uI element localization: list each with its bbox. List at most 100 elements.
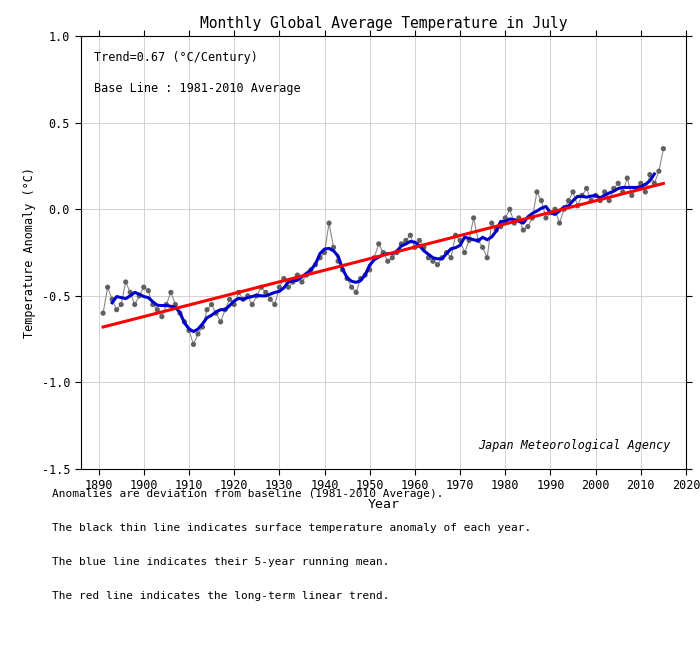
Point [242, 291, 253, 301]
Point [197, 322, 208, 333]
Point [626, 190, 638, 201]
Point [454, 236, 466, 246]
Point [594, 195, 606, 206]
Point [211, 308, 222, 318]
Point [459, 247, 470, 258]
Point [622, 173, 633, 183]
Point [649, 178, 660, 188]
Text: Base Line : 1981-2010 Average: Base Line : 1981-2010 Average [94, 81, 300, 94]
Point [129, 299, 140, 310]
Point [373, 239, 384, 249]
Point [220, 304, 231, 315]
Point [428, 256, 439, 266]
Point [305, 264, 316, 275]
Point [102, 282, 113, 293]
Point [473, 236, 484, 246]
Point [355, 274, 366, 284]
Point [608, 183, 620, 194]
Point [237, 294, 248, 304]
Point [138, 282, 149, 293]
Title: Monthly Global Average Temperature in July: Monthly Global Average Temperature in Ju… [199, 16, 567, 31]
Point [477, 242, 489, 253]
Point [152, 304, 163, 315]
Point [640, 187, 651, 197]
Point [106, 294, 118, 304]
Point [531, 187, 542, 197]
Point [134, 291, 145, 301]
Point [206, 299, 217, 310]
Point [395, 239, 407, 249]
Point [522, 221, 533, 232]
Point [260, 287, 272, 298]
Point [342, 274, 353, 284]
Point [658, 144, 669, 154]
Point [143, 285, 154, 296]
Point [125, 287, 136, 298]
Point [509, 218, 520, 228]
Point [278, 274, 289, 284]
Point [495, 221, 506, 232]
Point [400, 236, 412, 246]
Point [581, 183, 592, 194]
Point [445, 253, 456, 263]
Text: Trend=0.67 (°C/Century): Trend=0.67 (°C/Century) [94, 51, 258, 64]
Point [590, 190, 601, 201]
Point [612, 178, 624, 188]
Point [432, 259, 443, 270]
Point [364, 264, 375, 275]
Point [178, 317, 190, 327]
Point [323, 218, 335, 228]
Point [296, 277, 307, 287]
Point [202, 304, 213, 315]
Point [468, 213, 480, 223]
Point [228, 299, 239, 310]
Point [283, 282, 294, 293]
Point [644, 169, 655, 180]
Point [563, 195, 574, 206]
Point [224, 294, 235, 304]
Point [165, 287, 176, 298]
Point [568, 187, 579, 197]
Point [215, 317, 226, 327]
Text: The red line indicates the long-term linear trend.: The red line indicates the long-term lin… [52, 591, 390, 601]
Point [527, 213, 538, 223]
Point [332, 256, 344, 266]
Point [500, 213, 511, 223]
Point [287, 277, 298, 287]
Point [256, 282, 267, 293]
Point [233, 287, 244, 298]
Point [111, 304, 122, 315]
Point [314, 253, 326, 263]
X-axis label: Year: Year [368, 498, 399, 511]
Point [635, 178, 646, 188]
Point [436, 253, 447, 263]
Point [545, 207, 556, 218]
Point [188, 339, 199, 350]
Point [246, 299, 258, 310]
Point [419, 242, 430, 253]
Point [572, 201, 583, 211]
Point [346, 282, 357, 293]
Point [513, 213, 524, 223]
Point [382, 256, 393, 266]
Point [482, 253, 493, 263]
Point [653, 166, 664, 176]
Point [585, 195, 596, 206]
Point [351, 287, 362, 298]
Point [491, 225, 502, 236]
Point [386, 253, 398, 263]
Point [550, 204, 561, 215]
Text: The blue line indicates their 5-year running mean.: The blue line indicates their 5-year run… [52, 557, 390, 567]
Point [310, 259, 321, 270]
Point [328, 242, 339, 253]
Point [559, 204, 570, 215]
Point [441, 247, 452, 258]
Point [161, 299, 172, 310]
Point [423, 253, 434, 263]
Point [518, 225, 529, 236]
Point [319, 247, 330, 258]
Point [414, 236, 425, 246]
Y-axis label: Temperature Anomaly (°C): Temperature Anomaly (°C) [23, 167, 36, 338]
Point [504, 204, 515, 215]
Point [120, 277, 132, 287]
